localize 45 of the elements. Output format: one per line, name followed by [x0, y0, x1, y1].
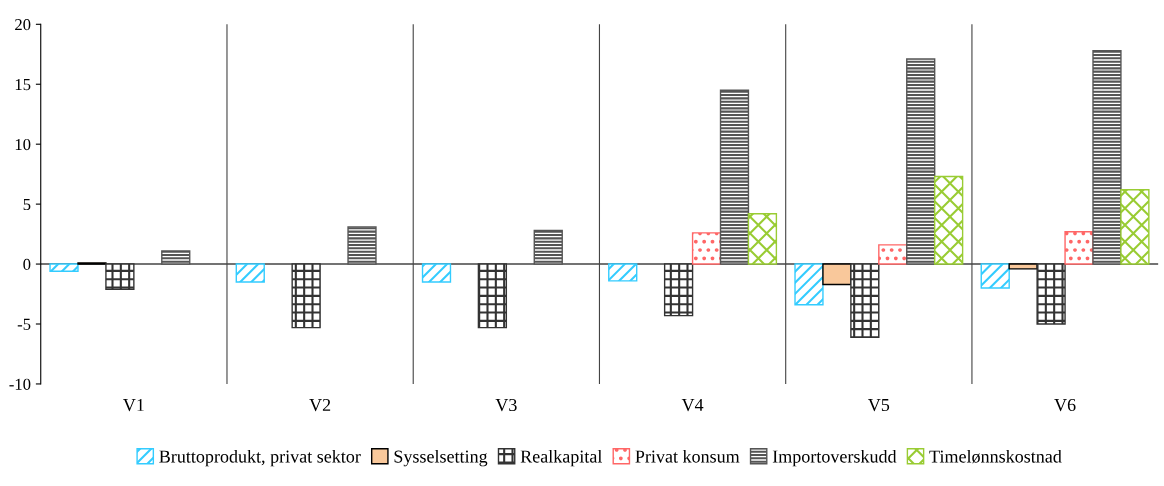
y-tick-label: 5 [23, 198, 31, 211]
y-tick-label: 15 [15, 79, 31, 91]
bar [1008, 263, 1038, 270]
y-tick-label: 0 [23, 258, 31, 271]
bar [822, 263, 852, 286]
x-tick-label: V6 [1054, 398, 1076, 412]
bar [906, 58, 936, 265]
bar [477, 263, 508, 329]
bar [691, 232, 722, 265]
bar [794, 263, 824, 306]
bar [161, 250, 191, 265]
y-tick-label: 20 [15, 19, 31, 31]
y-tick-label: -5 [17, 318, 31, 330]
bar [747, 213, 778, 265]
bar [663, 263, 694, 317]
bar [347, 226, 377, 265]
bar [933, 175, 964, 265]
y-tick-label: 10 [15, 138, 31, 151]
bar [105, 263, 135, 290]
bar [533, 229, 563, 265]
legend-label: Sysselsetting [394, 449, 488, 467]
x-tick-label: V1 [123, 398, 144, 412]
bar [49, 263, 79, 272]
bar [291, 263, 321, 329]
bar [719, 89, 750, 265]
bar [1120, 189, 1150, 265]
bar [235, 263, 265, 283]
x-tick-label: V5 [867, 399, 890, 412]
x-tick-label: V3 [495, 398, 517, 412]
legend-label: Timelønnskostnad [929, 449, 1062, 464]
bar [980, 263, 1010, 289]
legend-label: Importoverskudd [772, 449, 897, 467]
x-tick-label: V4 [681, 398, 704, 412]
bar [1064, 230, 1094, 265]
y-tick-label: -10 [9, 378, 31, 390]
bar [850, 263, 880, 338]
bar [608, 263, 638, 282]
legend-label: Bruttoprodukt, privat sektor [159, 449, 361, 467]
legend-label: Realkapital [520, 449, 603, 467]
bar [878, 244, 908, 265]
legend-label: Privat konsum [635, 449, 740, 463]
bar [1036, 263, 1066, 325]
bar [421, 263, 452, 283]
x-tick-label: V2 [309, 398, 331, 412]
bar [1092, 49, 1122, 265]
